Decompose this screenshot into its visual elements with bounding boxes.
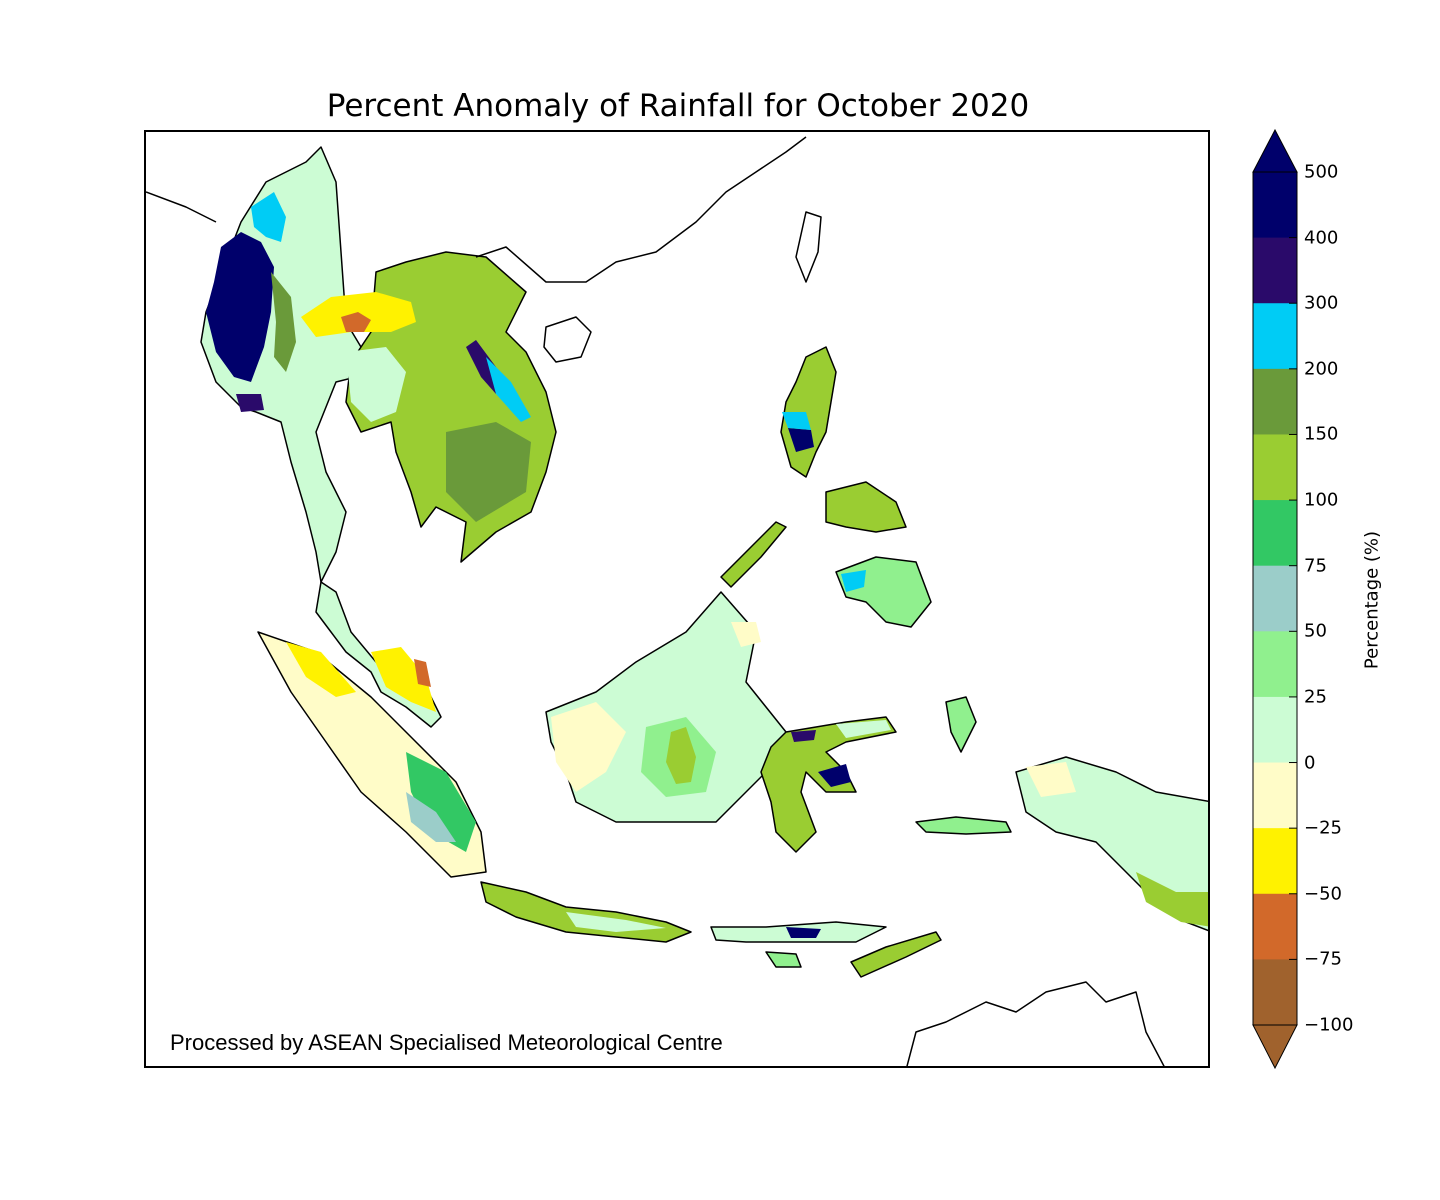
colorbar-tick-label: 500 [1304, 161, 1339, 183]
colorbar-bin [1253, 565, 1297, 632]
colorbar-extend-bottom [1252, 1024, 1298, 1070]
sumatra-green [406, 752, 476, 852]
colorbar-tick-label: 25 [1304, 686, 1327, 708]
china-coastline [146, 136, 807, 283]
colorbar-bin [1253, 828, 1297, 895]
colorbar-bin [1253, 893, 1297, 960]
myanmar-green-band [271, 272, 296, 372]
sumatra-blue-grey [406, 792, 456, 842]
java-light [566, 912, 666, 932]
north-thailand-deficit [341, 312, 371, 332]
colorbar-title: Percentage (%) [1361, 530, 1383, 670]
cambodia-green [446, 422, 531, 522]
sulawesi-east-wet [818, 764, 851, 787]
mindanao [835, 556, 932, 628]
timor [850, 931, 942, 978]
colorbar-bins [1253, 172, 1297, 1026]
credit-text: Processed by ASEAN Specialised Meteorolo… [170, 1030, 723, 1055]
myanmar-wet-core [206, 232, 274, 382]
visayas [825, 481, 907, 533]
sumba [765, 951, 802, 968]
colorbar-tick-label: −100 [1304, 1014, 1354, 1036]
colorbar-bin [1253, 631, 1297, 698]
peninsula-deficit [414, 659, 431, 687]
colorbar-ticks [1289, 171, 1297, 1026]
colorbar-frame [1252, 171, 1298, 1026]
thailand-central [346, 347, 406, 422]
sumatra-dry [286, 642, 356, 697]
colorbar [1252, 128, 1298, 1070]
map-panel: Processed by ASEAN Specialised Meteorolo… [144, 130, 1210, 1068]
palawan [720, 521, 787, 588]
seram-buru [915, 816, 1012, 835]
colorbar-bin [1253, 500, 1297, 567]
colorbar-tick-label: −25 [1304, 817, 1342, 839]
colorbar-bin [1253, 959, 1297, 1026]
australia-coastline [906, 981, 1165, 1066]
colorbar-bin [1253, 434, 1297, 501]
new-guinea-green-band [1136, 872, 1208, 927]
colorbar-tick-label: 300 [1304, 292, 1339, 314]
colorbar-tick-label: 150 [1304, 423, 1339, 445]
mindanao-cyan [841, 570, 866, 592]
vietnam-cyan-band [486, 357, 531, 422]
luzon-cyan [782, 412, 811, 430]
colorbar-bin [1253, 368, 1297, 435]
colorbar-tick-label: −50 [1304, 883, 1342, 905]
borneo-north-dry [731, 622, 761, 647]
borneo-west-dry [551, 702, 626, 792]
hainan [543, 316, 592, 363]
colorbar-bin [1253, 172, 1297, 239]
colorbar-tick-label: 200 [1304, 358, 1339, 380]
myanmar-southern-tip [236, 394, 264, 412]
colorbar-bin [1253, 762, 1297, 829]
map-title: Percent Anomaly of Rainfall for October … [326, 88, 1030, 124]
colorbar-tick-label: 50 [1304, 620, 1327, 642]
myanmar-cyan-band [251, 192, 286, 242]
borneo-core-olive [666, 727, 696, 784]
luzon-wet [788, 428, 814, 452]
colorbar-bin [1253, 696, 1297, 764]
sulawesi [760, 716, 897, 853]
java [480, 881, 692, 943]
colorbar-tick-label: 400 [1304, 227, 1339, 249]
anomaly-map [146, 136, 1208, 1066]
new-guinea-head-dry [1026, 762, 1076, 797]
colorbar-tick-label: 100 [1304, 489, 1339, 511]
colorbar-tick-label: 0 [1304, 752, 1316, 774]
taiwan [795, 211, 822, 283]
sulawesi-north-wet [791, 730, 816, 742]
colorbar-bin [1253, 303, 1297, 370]
colorbar-tick-label: 75 [1304, 555, 1327, 577]
sulawesi-lightgreen [836, 720, 891, 738]
peninsula-dry [371, 647, 436, 712]
colorbar-tick-label: −75 [1304, 948, 1342, 970]
colorbar-extend-top [1252, 128, 1298, 173]
colorbar-bin [1253, 237, 1297, 304]
flores-wet [786, 927, 821, 938]
halmahera [945, 696, 977, 753]
